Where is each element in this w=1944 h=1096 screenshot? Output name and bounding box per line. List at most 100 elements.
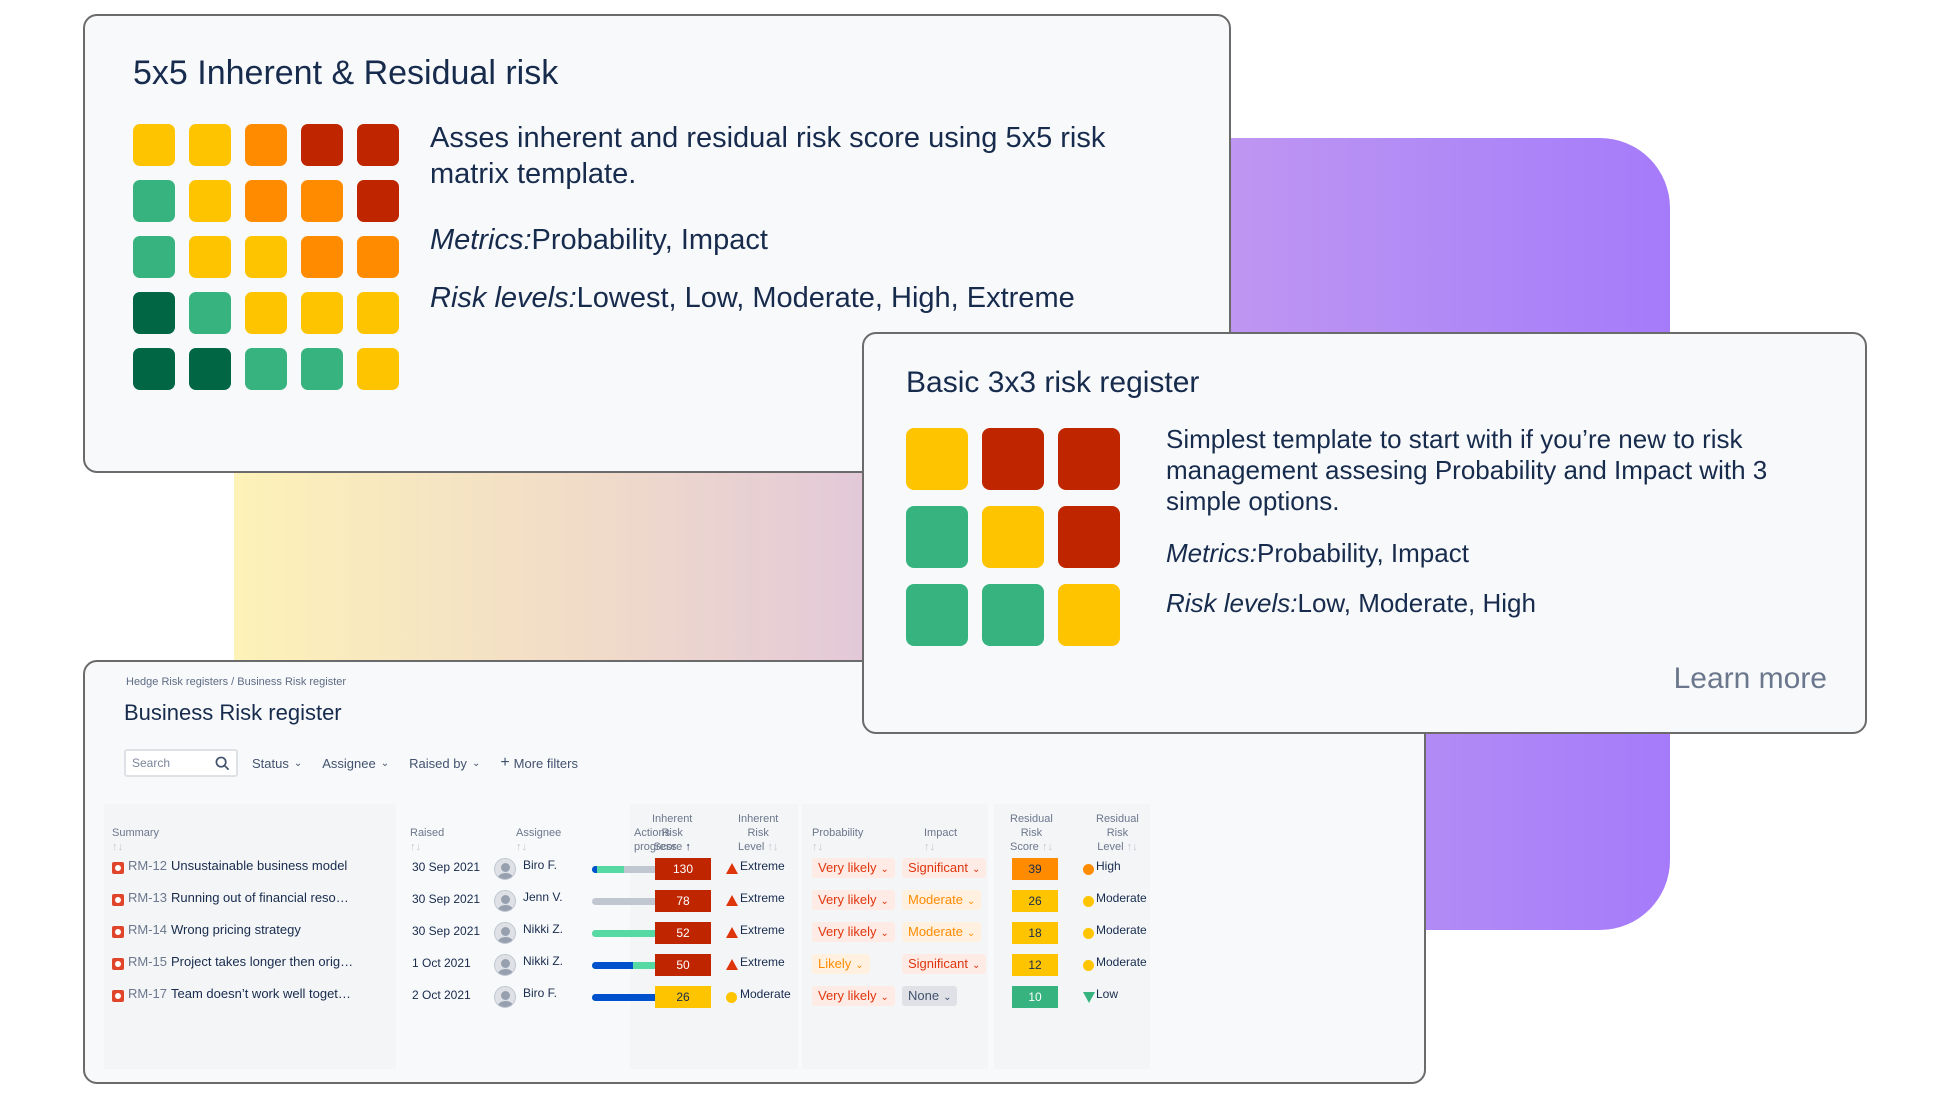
filter-label: Raised by bbox=[409, 755, 467, 771]
impact-value: Moderate bbox=[908, 924, 963, 939]
raised-by-filter[interactable]: Raised by ⌄ bbox=[409, 756, 480, 771]
table-row[interactable]: RM-13 Running out of financial reso… 30 Se… bbox=[104, 884, 1150, 916]
status-filter[interactable]: Status ⌄ bbox=[252, 756, 302, 771]
avatar bbox=[494, 986, 516, 1008]
issue-summary[interactable]: Running out of financial reso… bbox=[171, 890, 349, 905]
issue-summary[interactable]: Wrong pricing strategy bbox=[171, 922, 301, 937]
actions-progress-bar bbox=[592, 994, 700, 1001]
assignee-filter[interactable]: Assignee ⌄ bbox=[322, 756, 389, 771]
issue-type-icon bbox=[112, 990, 124, 1002]
issue-key[interactable]: RM-15 bbox=[128, 954, 168, 969]
impact-select[interactable]: Moderate ⌄ bbox=[902, 922, 982, 942]
avatar bbox=[494, 922, 516, 944]
actions-progress-bar bbox=[592, 930, 700, 937]
issue-type-icon bbox=[112, 926, 124, 938]
issue-key[interactable]: RM-14 bbox=[128, 922, 168, 937]
matrix-cell-green bbox=[982, 584, 1044, 646]
risk-matrix-3x3 bbox=[906, 428, 1120, 646]
header-label: Risk Level bbox=[738, 827, 769, 853]
metrics-label: Metrics: bbox=[430, 224, 532, 256]
card-title: Basic 3x3 risk register bbox=[906, 366, 1200, 399]
header-impact[interactable]: Impact ↑↓ bbox=[924, 826, 957, 854]
impact-select[interactable]: Significant ⌄ bbox=[902, 954, 987, 974]
inherent-score-badge: 26 bbox=[655, 986, 711, 1008]
probability-select[interactable]: Very likely ⌄ bbox=[812, 890, 895, 910]
table-row[interactable]: RM-14 Wrong pricing strategy 30 Sep 2021 Ni… bbox=[104, 916, 1150, 948]
header-actions[interactable]: Actions progress bbox=[634, 827, 677, 853]
moderate-level-icon bbox=[1083, 960, 1094, 971]
probability-select[interactable]: Very likely ⌄ bbox=[812, 986, 895, 1006]
header-label: Inherent bbox=[652, 813, 693, 825]
issue-summary[interactable]: Unsustainable business model bbox=[171, 858, 348, 873]
chevron-down-icon: ⌄ bbox=[880, 896, 889, 907]
header-raised[interactable]: Raised ↑↓ bbox=[410, 826, 444, 854]
raised-date: 1 Oct 2021 bbox=[412, 956, 471, 970]
probability-select[interactable]: Likely ⌄ bbox=[812, 954, 870, 974]
matrix-cell-orange bbox=[357, 236, 399, 278]
impact-select[interactable]: None ⌄ bbox=[902, 986, 958, 1006]
metrics-label: Metrics: bbox=[1166, 538, 1257, 568]
card-description: Asses inherent and residual risk score u… bbox=[430, 122, 1106, 190]
header-residual-level[interactable]: Residual Risk Level ↑↓ bbox=[1096, 812, 1139, 854]
low-level-icon bbox=[1083, 992, 1095, 1003]
header-assignee[interactable]: Assignee ↑↓ bbox=[516, 826, 561, 854]
plus-icon: + bbox=[500, 754, 510, 771]
impact-select[interactable]: Moderate ⌄ bbox=[902, 890, 982, 910]
issue-key[interactable]: RM-13 bbox=[128, 890, 168, 905]
probability-value: Very likely bbox=[818, 892, 877, 907]
probability-value: Likely bbox=[818, 956, 852, 971]
header-summary[interactable]: Summary ↑↓ bbox=[112, 826, 159, 854]
table-row[interactable]: RM-12 Unsustainable business model 30 Sep … bbox=[104, 852, 1150, 884]
header-residual-score[interactable]: Residual Risk Score ↑↓ bbox=[1010, 812, 1053, 854]
header-inherent-score[interactable]: Inherent Risk Score ↑ bbox=[652, 812, 692, 854]
assignee-name[interactable]: Jenn V. bbox=[523, 890, 563, 904]
search-input[interactable]: Search bbox=[124, 749, 238, 777]
issue-summary[interactable]: Project takes longer then orig… bbox=[171, 954, 354, 969]
progress-in-progress bbox=[592, 962, 700, 969]
inherent-score-badge: 50 bbox=[655, 954, 711, 976]
matrix-cell-green bbox=[301, 348, 343, 390]
assignee-name[interactable]: Biro F. bbox=[523, 986, 558, 1000]
header-label: Residual bbox=[1096, 813, 1139, 825]
header-probability[interactable]: Probability ↑↓ bbox=[812, 826, 863, 854]
matrix-cell-yellow bbox=[245, 292, 287, 334]
risk-levels-line: Risk levels:Low, Moderate, High bbox=[1166, 588, 1536, 619]
impact-value: Significant bbox=[908, 860, 968, 875]
issue-key[interactable]: RM-12 bbox=[128, 858, 168, 873]
assignee-name[interactable]: Nikki Z. bbox=[523, 922, 563, 936]
inherent-level: Extreme bbox=[740, 859, 785, 873]
table-row[interactable]: RM-17 Team doesn’t work well toget… 2 Oct … bbox=[104, 980, 1150, 1012]
probability-select[interactable]: Very likely ⌄ bbox=[812, 922, 895, 942]
risk-levels-value: Lowest, Low, Moderate, High, Extreme bbox=[576, 282, 1075, 314]
table-row[interactable]: RM-15 Project takes longer then orig… 1 Oc… bbox=[104, 948, 1150, 980]
raised-date: 30 Sep 2021 bbox=[412, 860, 481, 874]
inherent-level: Extreme bbox=[740, 891, 785, 905]
search-placeholder: Search bbox=[132, 756, 171, 770]
header-label: Risk Score bbox=[1010, 827, 1043, 853]
filter-label: Status bbox=[252, 755, 289, 771]
template-card-3x3[interactable]: Basic 3x3 risk register Simplest templat… bbox=[862, 332, 1867, 734]
header-inherent-level[interactable]: Inherent Risk Level ↑↓ bbox=[738, 812, 778, 854]
sort-icon: ↑↓ bbox=[1041, 841, 1053, 853]
chevron-down-icon: ⌄ bbox=[855, 960, 864, 971]
learn-more-link[interactable]: Learn more bbox=[1673, 662, 1827, 695]
raised-date: 2 Oct 2021 bbox=[412, 988, 471, 1002]
assignee-name[interactable]: Nikki Z. bbox=[523, 954, 563, 968]
impact-select[interactable]: Significant ⌄ bbox=[902, 858, 987, 878]
metrics-line: Metrics:Probability, Impact bbox=[1166, 538, 1469, 569]
sort-icon: ↑↓ bbox=[112, 841, 123, 853]
issue-key[interactable]: RM-17 bbox=[128, 986, 168, 1001]
more-filters-button[interactable]: + More filters bbox=[500, 754, 578, 772]
avatar bbox=[494, 858, 516, 880]
sort-icon: ↑↓ bbox=[924, 841, 935, 853]
matrix-cell-dark-green bbox=[133, 348, 175, 390]
actions-progress-bar bbox=[592, 898, 700, 905]
breadcrumb[interactable]: Hedge Risk registers / Business Risk reg… bbox=[126, 676, 347, 688]
residual-score-badge: 39 bbox=[1012, 858, 1058, 880]
probability-select[interactable]: Very likely ⌄ bbox=[812, 858, 895, 878]
progress-in-progress bbox=[592, 930, 670, 937]
issue-summary[interactable]: Team doesn’t work well toget… bbox=[171, 986, 351, 1001]
impact-value: Moderate bbox=[908, 892, 963, 907]
matrix-cell-green bbox=[189, 292, 231, 334]
assignee-name[interactable]: Biro F. bbox=[523, 858, 558, 872]
